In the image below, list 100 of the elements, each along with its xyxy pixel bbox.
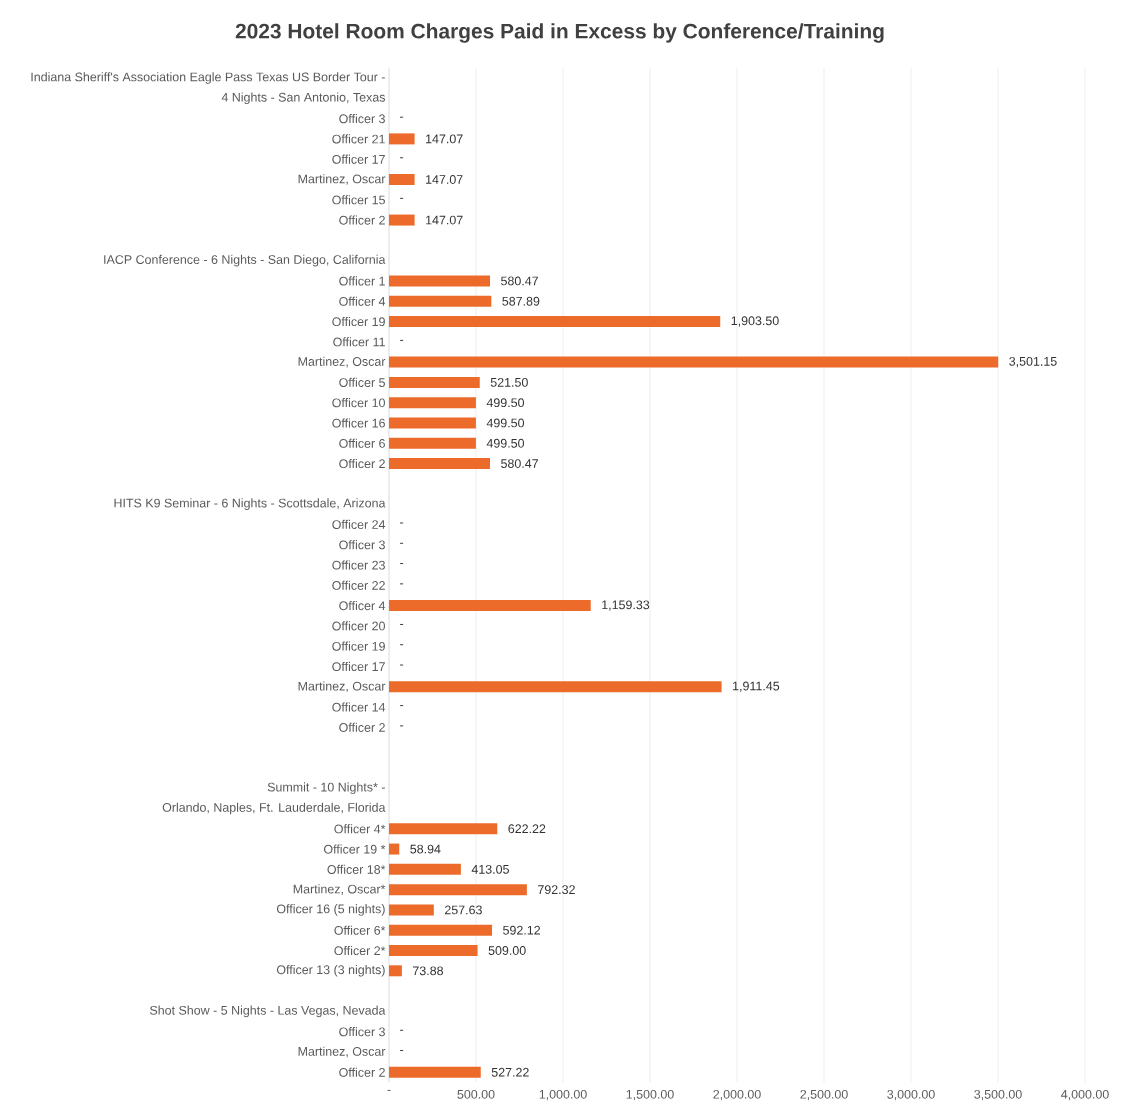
y-tick-label: Officer 3 — [339, 540, 385, 550]
bar — [389, 904, 434, 916]
y-tick-label: Officer 16 — [332, 418, 385, 428]
bar — [389, 600, 591, 612]
data-label: 587.89 — [502, 296, 540, 306]
bar — [389, 945, 478, 956]
data-label: - — [400, 1029, 404, 1031]
bar — [389, 965, 402, 977]
bar — [389, 458, 491, 470]
y-tick-label: Officer 13 (3 nights) — [276, 964, 385, 977]
bar — [389, 376, 480, 388]
data-label: 1,159.33 — [602, 600, 650, 611]
bar — [389, 275, 491, 287]
data-label: 147.07 — [426, 215, 463, 225]
data-label: 147.07 — [426, 175, 463, 184]
y-tick-label: Officer 17 — [332, 661, 385, 672]
y-tick-label: Officer 14 — [332, 702, 386, 712]
data-label: - — [400, 339, 404, 341]
data-label: - — [400, 725, 404, 727]
y-tick-label: Orlando, Naples, Ft. Lauderdale, Florida — [162, 802, 386, 815]
data-label: - — [400, 542, 404, 544]
y-tick-label: Officer 5 — [339, 377, 385, 387]
data-label: 499.50 — [486, 398, 525, 408]
data-label: 58.94 — [410, 844, 441, 854]
y-tick-label: Officer 3 — [339, 114, 385, 124]
y-tick-label: Shot Show - 5 Nights - Las Vegas, Nevada — [149, 1005, 386, 1018]
y-tick-label: Officer 18* — [327, 864, 386, 874]
chart-title: 2023 Hotel Room Charges Paid in Excess by Conference/Training — [235, 23, 884, 43]
data-label: - — [400, 1050, 404, 1052]
bar — [389, 843, 400, 855]
y-tick-label: Officer 10 — [332, 398, 385, 408]
y-tick-label: Martinez, Oscar — [298, 1046, 386, 1058]
y-tick-label: HITS K9 Seminar - 6 Nights - Scottsdale, Arizona — [114, 498, 386, 510]
bar — [389, 681, 722, 693]
data-label: 73.88 — [413, 966, 443, 976]
bar — [389, 417, 476, 429]
y-tick-label: Summit - 10 Nights* - — [267, 782, 385, 794]
data-label: - — [400, 705, 404, 707]
bar — [389, 214, 415, 226]
bar — [389, 356, 999, 368]
data-label: 580.47 — [501, 276, 538, 286]
x-tick-label: - — [387, 1089, 391, 1091]
data-label: - — [400, 522, 404, 524]
data-label: - — [400, 583, 404, 585]
y-tick-label: Officer 15 — [332, 195, 385, 205]
bar — [389, 437, 476, 449]
bar — [389, 295, 492, 307]
data-label: 499.50 — [486, 418, 525, 428]
bar — [389, 924, 493, 936]
y-tick-label: Officer 4* — [334, 824, 386, 834]
data-label: - — [400, 563, 404, 565]
data-label: 499.50 — [486, 438, 525, 448]
y-tick-label: Officer 22 — [332, 580, 385, 590]
y-tick-label: 4 Nights - San Antonio, Texas — [221, 92, 386, 105]
bar — [389, 173, 415, 185]
y-tick-label: Officer 1 — [339, 276, 385, 286]
data-label: - — [400, 116, 404, 118]
y-tick-label: Indiana Sheriff's Association Eagle Pass Texas US Border Tour - — [31, 72, 385, 84]
bar — [389, 863, 461, 875]
data-label: 509.00 — [488, 946, 526, 955]
data-label: - — [400, 644, 404, 646]
x-tick-label: 2,000.00 — [713, 1089, 761, 1101]
data-label: 1,903.50 — [731, 316, 779, 327]
data-label: 147.07 — [426, 134, 463, 144]
y-tick-label: Martinez, Oscar — [298, 681, 386, 693]
x-tick-label: 2,500.00 — [800, 1089, 848, 1101]
data-label: 580.47 — [501, 459, 538, 468]
y-tick-label: Martinez, Oscar — [298, 174, 386, 185]
data-label: - — [400, 623, 404, 625]
x-tick-label: 500.00 — [457, 1089, 495, 1099]
bar — [389, 133, 415, 145]
data-label: 592.12 — [503, 925, 541, 935]
data-label: 622.22 — [508, 824, 546, 834]
data-label: 527.22 — [491, 1067, 529, 1077]
y-tick-label: IACP Conference - 6 Nights - San Diego, California — [104, 254, 386, 267]
y-tick-label: Martinez, Oscar* — [293, 884, 386, 895]
y-tick-label: Officer 19 — [332, 316, 385, 327]
data-label: 1,911.45 — [733, 681, 780, 692]
y-tick-label: Officer 6* — [334, 925, 386, 935]
data-label: - — [400, 664, 404, 666]
x-tick-label: 1,000.00 — [539, 1089, 587, 1101]
bar — [389, 397, 476, 409]
data-label: 413.05 — [471, 864, 509, 874]
bar — [389, 823, 498, 835]
y-tick-label: Officer 3 — [339, 1027, 385, 1037]
y-tick-label: Officer 16 (5 nights) — [276, 904, 385, 916]
y-tick-label: Officer 2 — [339, 722, 385, 732]
data-label: 3,501.15 — [1009, 356, 1057, 368]
y-tick-label: Officer 4 — [339, 600, 386, 611]
y-tick-label: Officer 2 — [339, 1067, 385, 1077]
y-tick-label: Officer 19 — [332, 641, 385, 651]
data-label: 257.63 — [444, 905, 482, 915]
y-tick-label: Officer 2* — [334, 945, 386, 956]
y-tick-label: Officer 6 — [339, 438, 385, 448]
y-tick-label: Officer 11 — [333, 337, 385, 347]
x-tick-label: 1,500.00 — [626, 1089, 674, 1101]
data-label: 792.32 — [538, 885, 575, 895]
bar — [389, 884, 527, 896]
y-tick-label: Officer 17 — [332, 154, 385, 164]
y-tick-label: Officer 2 — [339, 458, 385, 469]
